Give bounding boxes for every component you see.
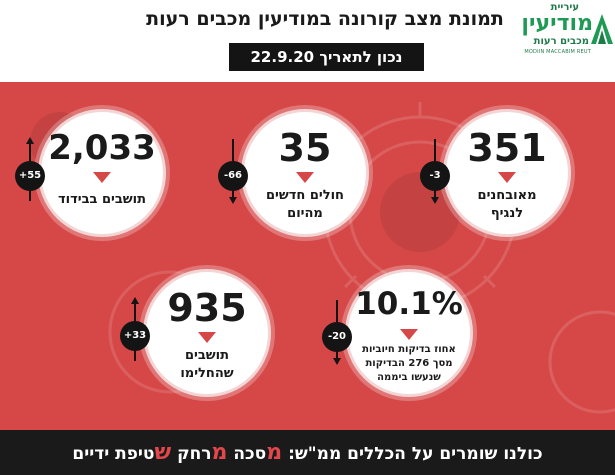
footer-letter-s: ש <box>154 440 172 465</box>
stat-value: 2,033 <box>48 128 156 168</box>
stat-value: 35 <box>278 126 332 170</box>
logo-english-text: MODIIN MACCABIM REUT <box>524 49 591 55</box>
change-badge: -20 <box>322 322 352 352</box>
change-badge: +33 <box>120 321 150 351</box>
stat-isolation: 2,033 תושבים בבידוד <box>38 109 166 237</box>
arrow-up-icon <box>26 137 34 144</box>
down-triangle-icon <box>498 172 516 183</box>
stat-value: 10.1% <box>355 286 463 322</box>
date-banner: נכון לתאריך 22.9.20 <box>229 43 424 71</box>
change-badge: +55 <box>15 161 45 191</box>
stat-label: תושבים <box>184 348 229 363</box>
footer-letter-m2: מ <box>211 440 228 465</box>
stats-panel: 351 מאובחנים לנגיף -3 35 חולים חדשים מהי… <box>0 82 615 430</box>
change-badge: -66 <box>218 161 248 191</box>
header: תמונת מצב קורונה במודיעין מכבים רעות נכו… <box>0 0 615 82</box>
municipality-logo: עיריית מודיעין מכבים רעות MODIIN MACCABI… <box>521 2 613 78</box>
arrow-down-icon <box>229 197 237 204</box>
stat-label: מאובחנים <box>477 188 537 203</box>
arrow-down-icon <box>333 358 341 365</box>
stat-label: מסך 276 הבדיקות <box>365 358 453 369</box>
logo-top-text: עיריית <box>550 2 579 13</box>
arrow-down-icon <box>431 197 439 204</box>
stat-label: חולים חדשים <box>266 188 344 203</box>
footer-letter-m1: מ <box>266 440 283 465</box>
arrow-up-icon <box>131 297 139 304</box>
footer-word-mask: סכה <box>233 444 267 464</box>
page-title: תמונת מצב קורונה במודיעין מכבים רעות <box>146 8 504 30</box>
footer-word-distance: רחק <box>177 444 212 464</box>
down-triangle-icon <box>296 172 314 183</box>
logo-main-text: מודיעין <box>521 11 593 36</box>
down-triangle-icon <box>198 332 216 343</box>
stat-label: מהיום <box>287 206 323 221</box>
stat-confirmed: 351 מאובחנים לנגיף <box>443 109 571 237</box>
logo-mark-icon <box>591 14 613 44</box>
down-triangle-icon <box>400 329 418 340</box>
stat-label: לנגיף <box>490 206 524 221</box>
stat-value: 935 <box>167 286 247 330</box>
stat-label: שהחלימו <box>180 366 234 381</box>
down-triangle-icon <box>93 172 111 183</box>
stat-label: שנעשו ביממה <box>377 372 441 383</box>
footer-lead: כולנו שומרים על הכללים ממ"ש: <box>288 444 543 464</box>
stat-recovered: 935 תושבים שהחלימו <box>143 269 271 397</box>
footer-word-handwash: טיפת ידיים <box>72 444 155 464</box>
stat-new-sick: 35 חולים חדשים מהיום <box>241 109 369 237</box>
change-badge: -3 <box>420 161 450 191</box>
stat-label: אחוז בדיקות חיוביות <box>362 344 456 355</box>
stat-value: 351 <box>467 126 547 170</box>
footer-banner: כולנו שומרים על הכללים ממ"ש: מסכה מרחק ש… <box>0 430 615 475</box>
logo-sub-text: מכבים רעות <box>533 36 589 47</box>
stat-label: תושבים בבידוד <box>58 192 146 207</box>
stat-positive-rate: 10.1% אחוז בדיקות חיוביות מסך 276 הבדיקו… <box>345 269 473 397</box>
